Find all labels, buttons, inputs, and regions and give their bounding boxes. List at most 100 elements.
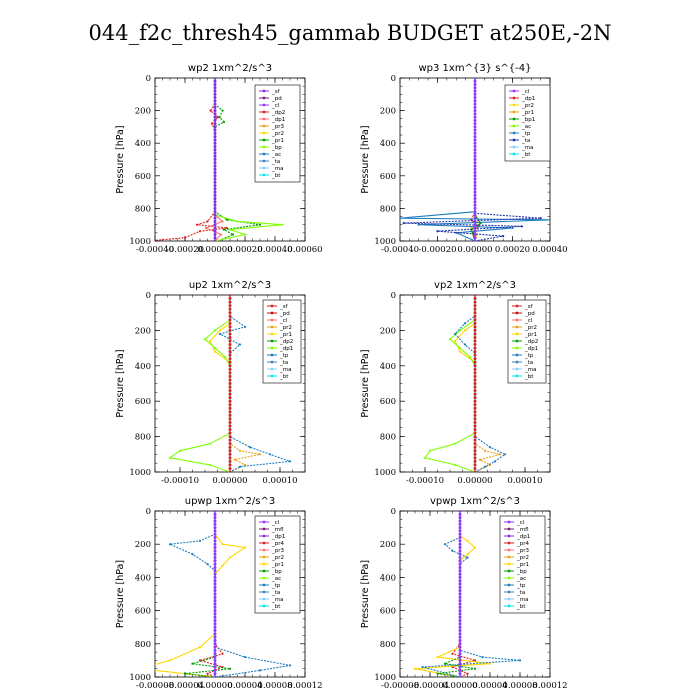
zero-line-marker	[228, 428, 232, 432]
zero-line-marker	[228, 445, 232, 449]
zero-line-marker	[473, 438, 477, 442]
y-tick-label: 600	[380, 397, 396, 407]
y-tick-label: 800	[380, 433, 396, 443]
panel-title: upwp 1xm^2/s^3	[185, 496, 275, 507]
zero-line-marker	[213, 122, 217, 126]
series-point	[228, 228, 232, 231]
zero-line-marker	[228, 424, 232, 428]
series-point	[233, 458, 237, 461]
zero-line-marker	[213, 102, 217, 106]
zero-line-marker	[213, 200, 217, 204]
series-point	[448, 338, 452, 341]
zero-line-marker	[473, 456, 477, 460]
x-tick-label: 0.00010	[262, 476, 297, 486]
series-point	[198, 230, 202, 233]
zero-line-marker	[473, 445, 477, 449]
series-point	[466, 556, 469, 559]
zero-line-marker	[213, 115, 217, 119]
zero-line-marker	[473, 210, 477, 214]
zero-line-marker	[228, 431, 232, 435]
legend-marker	[515, 332, 519, 336]
legend-marker	[262, 590, 266, 594]
y-tick-label: 600	[380, 607, 396, 617]
zero-line-marker	[213, 223, 217, 227]
series-point	[223, 355, 227, 359]
zero-line-marker	[213, 141, 217, 145]
x-tick-label: -0.00008	[381, 681, 419, 691]
series-point	[228, 556, 232, 559]
y-tick-label: 0	[391, 291, 396, 301]
legend-marker	[512, 117, 516, 121]
zero-line-marker	[213, 174, 217, 178]
series-point	[451, 549, 454, 552]
legend-label: _dp2	[271, 110, 285, 116]
x-tick-label: 0.00040	[257, 245, 292, 255]
legend-marker	[262, 534, 266, 538]
legend-label: _ta	[516, 590, 525, 596]
series-point	[443, 662, 447, 665]
legend-marker	[507, 541, 511, 545]
x-tick-label: 0.00000	[457, 476, 492, 486]
zero-line-marker	[228, 357, 232, 361]
zero-line-marker	[228, 399, 232, 403]
panel-6: vpwp 1xm^2/s^3 0 200 400 600 800 1000-0.00008-…	[360, 496, 568, 691]
legend-label: _pr1	[279, 332, 292, 338]
legend-label: _ma	[271, 166, 283, 172]
legend-label: _dp1	[524, 346, 538, 352]
series-point	[520, 225, 523, 228]
zero-line-marker	[458, 526, 462, 530]
y-tick-label: 400	[135, 139, 151, 149]
series-point	[436, 655, 439, 659]
zero-line-marker	[213, 622, 217, 626]
legend-label: _cl	[279, 318, 288, 324]
zero-line-marker	[473, 193, 477, 197]
zero-line-marker	[473, 371, 477, 375]
series-point	[466, 553, 469, 556]
series-point	[503, 453, 507, 456]
zero-line-marker	[228, 470, 232, 472]
zero-line-marker	[473, 125, 477, 129]
panel-4: vp2 1xm^2/s^3 0 200 400 600 800 1000 -0.00010 0.…	[360, 280, 551, 486]
legend-label: _ma	[271, 597, 283, 603]
legend-label: _pr1	[271, 138, 284, 144]
series-point	[498, 453, 502, 456]
zero-line-marker	[473, 353, 477, 357]
zero-line-marker	[213, 672, 217, 676]
series-point	[203, 338, 207, 341]
legend-label: _bt	[279, 374, 289, 380]
series-point	[539, 217, 542, 220]
zero-line-marker	[213, 536, 217, 540]
y-axis-label: Pressure [hPa]	[115, 560, 126, 628]
zero-line-marker	[473, 389, 477, 393]
legend-label: _ac	[516, 576, 526, 582]
zero-line-marker	[473, 311, 477, 315]
zero-line-marker	[473, 174, 477, 178]
x-tick-label: 0.00020	[227, 245, 262, 255]
legend-marker	[262, 152, 266, 156]
series-point	[258, 223, 262, 226]
legend-marker	[515, 367, 519, 371]
legend-marker	[507, 597, 511, 601]
zero-line-marker	[213, 625, 217, 629]
y-tick-label: 1000	[374, 673, 396, 683]
legend-label: _bt	[271, 173, 281, 179]
x-tick-label: 0.00000	[442, 681, 477, 691]
legend-marker	[507, 569, 511, 573]
zero-line-marker	[228, 403, 232, 407]
zero-line-marker	[213, 151, 217, 155]
zero-line-marker	[473, 206, 477, 210]
zero-line-marker	[473, 200, 477, 204]
zero-line-marker	[213, 197, 217, 201]
legend-marker	[270, 367, 274, 371]
series-line-tp	[167, 511, 291, 677]
zero-line-marker	[473, 138, 477, 142]
zero-line-marker	[473, 190, 477, 194]
panel-title: up2 1xm^2/s^3	[189, 280, 271, 291]
series-point	[470, 226, 473, 230]
legend-marker	[512, 131, 516, 135]
zero-line-marker	[228, 382, 232, 385]
legend-marker	[515, 360, 519, 364]
zero-line-marker	[458, 645, 462, 649]
legend-marker	[262, 569, 266, 573]
legend-label: _bp	[271, 145, 282, 151]
